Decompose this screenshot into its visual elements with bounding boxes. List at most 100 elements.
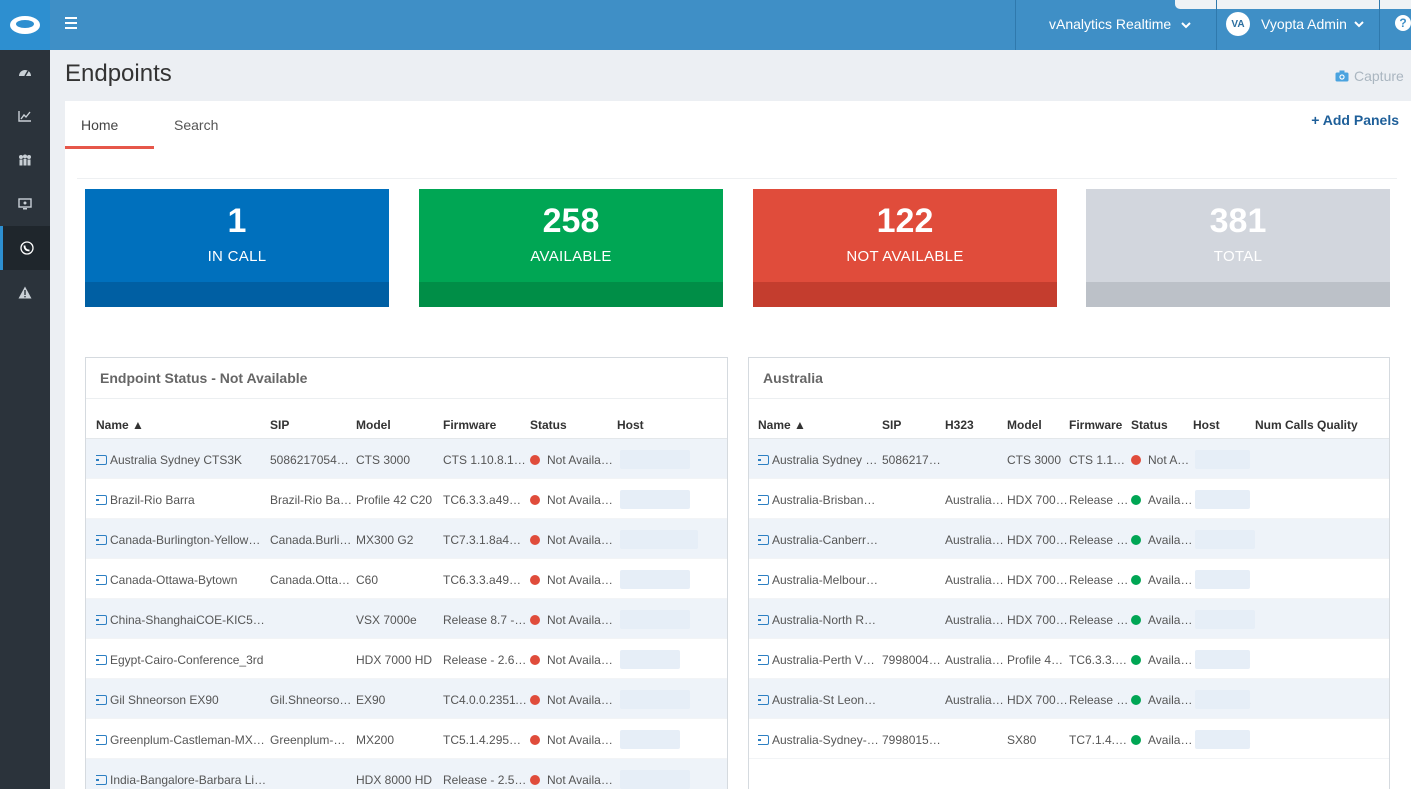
nav-alerts[interactable] xyxy=(0,270,50,314)
table-row[interactable]: Australia-Melbourne... Australia-M...HDX … xyxy=(749,559,1389,599)
stat-tile-not-available[interactable]: 122 NOT AVAILABLE xyxy=(753,189,1057,307)
col-sip[interactable]: SIP xyxy=(270,418,290,432)
status-cell: Not Available xyxy=(530,733,616,747)
endpoint-name-link[interactable]: Canada-Burlington-YellowKnife xyxy=(96,533,268,547)
endpoint-name-link[interactable]: Australia-Melbourne... xyxy=(758,573,880,587)
host-redacted xyxy=(620,730,680,749)
table-row[interactable]: Brazil-Rio Barra Brazil-Rio Barra...Profi… xyxy=(86,479,727,519)
table-row[interactable]: Canada-Ottawa-Bytown Canada.Ottawa...C60 T… xyxy=(86,559,727,599)
monitor-icon xyxy=(18,198,32,210)
nav-endpoints[interactable] xyxy=(0,226,50,270)
status-dot xyxy=(530,575,540,585)
sign-in-icon xyxy=(96,615,107,625)
top-strip xyxy=(1175,0,1411,9)
table-row[interactable]: Australia-Perth VC017998004@...Australia… xyxy=(749,639,1389,679)
table-row[interactable]: China-ShanghaiCOE-KIC5-3F-Z... VSX 7000e R… xyxy=(86,599,727,639)
cell-text: Gil Shneorson EX90 xyxy=(110,693,219,707)
host-redacted xyxy=(620,690,690,709)
add-panels-button[interactable]: + Add Panels xyxy=(1311,112,1399,128)
col-firmware[interactable]: Firmware xyxy=(443,418,497,432)
nav-dashboard[interactable] xyxy=(0,50,50,94)
endpoint-name-link[interactable]: Egypt-Cairo-Conference_3rd xyxy=(96,653,268,667)
col-h323[interactable]: H323 xyxy=(945,418,974,432)
endpoint-name-link[interactable]: Australia-Brisbane-V... xyxy=(758,493,880,507)
table-row[interactable]: Australia-Sydney-VC...7998015@... SX80 TC7… xyxy=(749,719,1389,759)
menu-icon[interactable] xyxy=(65,17,77,31)
endpoint-name-link[interactable]: Australia Sydney CTS... xyxy=(758,453,880,467)
table-cell: VSX 7000e xyxy=(356,613,417,627)
cell-text: Australia-St Leonard... xyxy=(772,693,880,707)
endpoint-name-link[interactable]: India-Bangalore-Barbara Liskov xyxy=(96,773,268,787)
table-row[interactable]: Gil Shneorson EX90 Gil.Shneorson.E...EX90… xyxy=(86,679,727,719)
status-dot xyxy=(1131,615,1141,625)
sign-in-icon xyxy=(758,575,769,585)
col-model[interactable]: Model xyxy=(1007,418,1042,432)
cell-text: Australia-Brisbane-V... xyxy=(772,493,880,507)
col-model[interactable]: Model xyxy=(356,418,391,432)
col-status[interactable]: Status xyxy=(530,418,567,432)
chevron-down-icon xyxy=(1354,20,1364,27)
endpoint-name-link[interactable]: Australia-Canberra-V... xyxy=(758,533,880,547)
table-row[interactable]: Australia Sydney CTS3K5086217054@e...CTS… xyxy=(86,439,727,479)
table-row[interactable]: Australia Sydney CTS...50862170... CTS 30… xyxy=(749,439,1389,479)
tab-search[interactable]: Search xyxy=(174,117,219,133)
endpoint-name-link[interactable]: Australia-Sydney-VC... xyxy=(758,733,880,747)
stat-tile-total[interactable]: 381 TOTAL xyxy=(1086,189,1390,307)
help-icon[interactable]: ? xyxy=(1395,15,1411,31)
chevron-down-icon xyxy=(1181,22,1191,29)
sign-in-icon xyxy=(758,695,769,705)
status-dot xyxy=(1131,495,1141,505)
col-name[interactable]: Name ▲ xyxy=(96,418,144,432)
endpoint-name-link[interactable]: Canada-Ottawa-Bytown xyxy=(96,573,268,587)
col-host[interactable]: Host xyxy=(1193,418,1220,432)
cell-text: Australia-Melbourne... xyxy=(772,573,880,587)
table-row[interactable]: Australia-Brisbane-V... Australia-B... HDX… xyxy=(749,479,1389,519)
stat-tile-available[interactable]: 258 AVAILABLE xyxy=(419,189,723,307)
col-sip[interactable]: SIP xyxy=(882,418,902,432)
host-redacted xyxy=(620,450,690,469)
status-dot xyxy=(1131,695,1141,705)
sign-in-icon xyxy=(758,455,769,465)
status-text: Not Available xyxy=(547,733,616,747)
host-redacted xyxy=(1195,450,1250,469)
endpoint-name-link[interactable]: Brazil-Rio Barra xyxy=(96,493,268,507)
host-redacted xyxy=(620,570,690,589)
endpoint-name-link[interactable]: Australia-Perth VC01 xyxy=(758,653,880,667)
table-row[interactable]: Canada-Burlington-YellowKnife Canada.Burl… xyxy=(86,519,727,559)
col-num-calls[interactable]: Num Calls xyxy=(1255,418,1314,432)
col-name[interactable]: Name ▲ xyxy=(758,418,806,432)
table-cell: Release - 2.5.0.... xyxy=(443,773,527,787)
endpoint-name-link[interactable]: Australia-North Ryde... xyxy=(758,613,880,627)
cell-text: Greenplum-Castleman-MX200 xyxy=(110,733,268,747)
table-row[interactable]: Australia-Canberra-V... Australia-C...HDX… xyxy=(749,519,1389,559)
table-row[interactable]: India-Bangalore-Barbara Liskov HDX 8000 H… xyxy=(86,759,727,789)
nav-rooms[interactable] xyxy=(0,182,50,226)
user-menu[interactable]: VA Vyopta Admin xyxy=(1226,12,1364,36)
col-status[interactable]: Status xyxy=(1131,418,1168,432)
nav-users[interactable] xyxy=(0,138,50,182)
status-dot xyxy=(530,615,540,625)
host-redacted xyxy=(1195,530,1255,549)
endpoint-name-link[interactable]: Gil Shneorson EX90 xyxy=(96,693,268,707)
tab-home[interactable]: Home xyxy=(65,101,154,149)
table-row[interactable]: Greenplum-Castleman-MX200Greenplum-Cas..… xyxy=(86,719,727,759)
cell-text: Canada-Ottawa-Bytown xyxy=(110,573,238,587)
endpoint-name-link[interactable]: Greenplum-Castleman-MX200 xyxy=(96,733,268,747)
sign-in-icon xyxy=(96,695,107,705)
col-quality[interactable]: Quality xyxy=(1317,418,1358,432)
col-firmware[interactable]: Firmware xyxy=(1069,418,1123,432)
table-row[interactable]: Australia-North Ryde... Australia-N...HDX… xyxy=(749,599,1389,639)
col-host[interactable]: Host xyxy=(617,418,644,432)
endpoint-name-link[interactable]: Australia Sydney CTS3K xyxy=(96,453,268,467)
table-row[interactable]: Egypt-Cairo-Conference_3rd HDX 7000 HD Rel… xyxy=(86,639,727,679)
table-row[interactable]: Australia-St Leonard... Australia-S... HDX… xyxy=(749,679,1389,719)
capture-button[interactable]: Capture xyxy=(1335,68,1404,84)
product-switcher[interactable]: vAnalytics Realtime xyxy=(1049,16,1191,32)
stat-tile-in-call[interactable]: 1 IN CALL xyxy=(85,189,389,307)
endpoint-name-link[interactable]: China-ShanghaiCOE-KIC5-3F-Z... xyxy=(96,613,268,627)
endpoint-name-link[interactable]: Australia-St Leonard... xyxy=(758,693,880,707)
stat-value: 1 xyxy=(227,202,247,240)
nav-analytics[interactable] xyxy=(0,94,50,138)
vyopta-logo[interactable] xyxy=(0,0,50,50)
stat-label: NOT AVAILABLE xyxy=(846,248,964,265)
